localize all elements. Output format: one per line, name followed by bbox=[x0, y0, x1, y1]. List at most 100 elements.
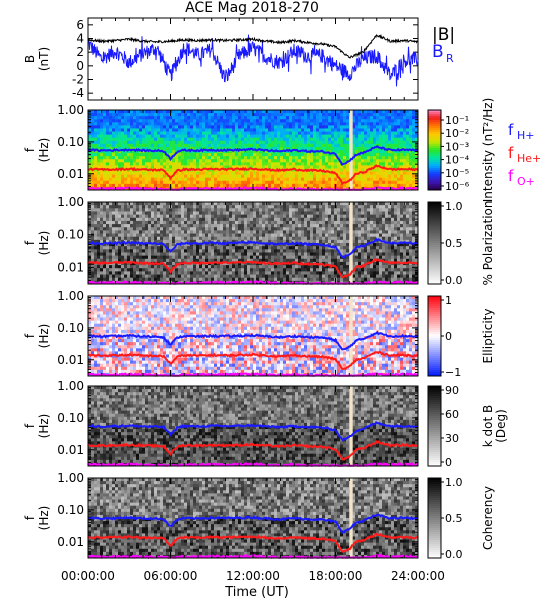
x-tick-0: 00:00:00 bbox=[61, 569, 115, 583]
legend-He-base: f bbox=[508, 144, 514, 162]
colorbar-tick-intensity-2: 10⁻³ bbox=[445, 140, 469, 153]
colorbar-intensity: 10⁻¹10⁻²10⁻³10⁻⁴10⁻⁵10⁻⁶ Intensity (nT²/H… bbox=[427, 98, 495, 203]
ytick-ellipticity-2: 0.01 bbox=[57, 353, 84, 367]
colorbar-label-coherency-0: Coherency bbox=[481, 486, 495, 550]
ylabel-magnetic-field-0: B bbox=[23, 55, 37, 63]
colorbar-tick-coherency-2: 0.0 bbox=[445, 548, 463, 561]
ytick-polarization-0: 1.00 bbox=[57, 195, 84, 209]
ylabel-intensity-1: (Hz) bbox=[37, 138, 51, 163]
colorbar-tick-k-dot-b-2: 30 bbox=[445, 432, 459, 445]
colorbar-label-intensity-0: Intensity (nT²/Hz) bbox=[481, 98, 495, 203]
ylabel-polarization-0: f bbox=[23, 240, 37, 245]
data-gap-intensity bbox=[349, 110, 353, 190]
colorbar-tick-ellipticity-0: 1 bbox=[445, 294, 452, 307]
b-ytick-2: 0 bbox=[76, 59, 84, 73]
colorbar-tick-polarization-0: 1.0 bbox=[445, 200, 463, 213]
colorbar-tick-intensity-4: 10⁻⁵ bbox=[445, 167, 469, 180]
ylabel-polarization-1: (Hz) bbox=[37, 231, 51, 256]
legend-He-sub: He+ bbox=[517, 152, 541, 165]
legend-b-r: B bbox=[432, 42, 444, 62]
curve-f-He-polarization bbox=[87, 257, 419, 279]
ylabel-ellipticity-1: (Hz) bbox=[37, 324, 51, 349]
data-gap-coherency bbox=[349, 478, 353, 558]
curve-f-He-coherency bbox=[87, 532, 419, 553]
colorbar-tick-k-dot-b-0: 90 bbox=[445, 384, 459, 397]
colorbar-tick-k-dot-b-3: 0 bbox=[445, 456, 452, 469]
colorbar-tick-coherency-1: 0.5 bbox=[445, 512, 463, 525]
legend-b-r-subscript: R bbox=[446, 52, 454, 65]
x-tick-3: 18:00:00 bbox=[309, 569, 363, 583]
colorbar-tick-ellipticity-2: −1 bbox=[445, 366, 461, 379]
ytick-k-dot-b-1: 0.10 bbox=[57, 411, 84, 425]
ytick-intensity-0: 1.00 bbox=[57, 103, 84, 117]
curve-f-He-k-dot-b bbox=[87, 439, 419, 461]
ytick-polarization-2: 0.01 bbox=[57, 260, 84, 274]
colorbar-tick-intensity-1: 10⁻² bbox=[445, 127, 469, 140]
ylabel-ellipticity-0: f bbox=[23, 333, 37, 338]
ytick-coherency-1: 0.10 bbox=[57, 503, 84, 517]
legend-b-total: |B| bbox=[432, 25, 455, 45]
panel-magnetic-field-frame bbox=[87, 17, 419, 101]
b-ytick-3: 2 bbox=[76, 45, 84, 59]
x-tick-4: 24:00:00 bbox=[391, 569, 445, 583]
colorbar-polarization: 1.0 0.5 0.0 % Polarization bbox=[427, 200, 495, 287]
b-ytick-0: -4 bbox=[72, 86, 84, 100]
ytick-intensity-1: 0.10 bbox=[57, 135, 84, 149]
figure-title: ACE Mag 2018-270 bbox=[185, 0, 319, 16]
x-tick-1: 06:00:00 bbox=[144, 569, 198, 583]
ytick-ellipticity-0: 1.00 bbox=[57, 289, 84, 303]
curve-f-He-intensity bbox=[88, 164, 419, 186]
ylabel-magnetic-field-1: (nT) bbox=[37, 47, 51, 71]
colorbar-coherency: 1.0 0.5 0.0 Coherency bbox=[427, 476, 495, 561]
ytick-k-dot-b-0: 1.00 bbox=[57, 379, 84, 393]
colorbar-tick-intensity-5: 10⁻⁶ bbox=[445, 180, 470, 193]
colorbar-tick-ellipticity-1: 0 bbox=[445, 330, 452, 343]
legend-O-sub: O+ bbox=[517, 175, 535, 188]
ytick-k-dot-b-2: 0.01 bbox=[57, 443, 84, 457]
data-gap-ellipticity bbox=[349, 296, 353, 376]
colorbar-ellipticity: 1 0 −1 Ellipticity bbox=[427, 294, 495, 379]
ytick-coherency-0: 1.00 bbox=[57, 471, 84, 485]
ytick-polarization-1: 0.10 bbox=[57, 228, 84, 242]
x-tick-2: 12:00:00 bbox=[226, 569, 280, 583]
data-gap-polarization bbox=[349, 202, 353, 284]
ylabel-k-dot-b-1: (Hz) bbox=[37, 414, 51, 439]
colorbar-tick-polarization-2: 0.0 bbox=[445, 274, 463, 287]
series-line-b-r bbox=[87, 34, 419, 87]
legend-O-base: f bbox=[508, 167, 514, 185]
legend-H-sub: H+ bbox=[517, 129, 535, 142]
time-axis-label: Time (UT) bbox=[224, 585, 289, 600]
curve-f-H-ellipticity bbox=[88, 330, 419, 351]
curve-f-H-intensity bbox=[87, 145, 419, 167]
colorbar-label-ellipticity-0: Ellipticity bbox=[481, 309, 495, 364]
curve-f-H-coherency bbox=[87, 513, 419, 534]
time-axis: Time (UT) 00:00:00 06:00:00 12:00:00 18:00:… bbox=[61, 569, 445, 600]
data-gap-k-dot-b bbox=[349, 386, 353, 466]
b-ytick-5: 6 bbox=[76, 18, 84, 32]
ytick-intensity-2: 0.01 bbox=[57, 167, 84, 181]
curve-f-H-k-dot-b bbox=[87, 421, 419, 443]
curve-f-H-polarization bbox=[87, 237, 419, 259]
ylabel-intensity-0: f bbox=[23, 147, 37, 152]
ylabel-coherency-1: (Hz) bbox=[37, 506, 51, 531]
legend-H-base: f bbox=[508, 121, 514, 139]
colorbar-k-dot-b: 90 60 30 0 k dot B (Deg) bbox=[427, 384, 508, 469]
series-line-b-total bbox=[87, 33, 419, 59]
colorbar-tick-intensity-3: 10⁻⁴ bbox=[445, 154, 470, 167]
b-ytick-1: -2 bbox=[72, 73, 84, 87]
heatmap-polarization bbox=[88, 202, 419, 285]
curve-f-He-ellipticity bbox=[87, 350, 419, 371]
colorbar-label-polarization-0: % Polarization bbox=[481, 201, 495, 286]
colorbar-tick-polarization-1: 0.5 bbox=[445, 237, 463, 250]
colorbar-tick-coherency-0: 1.0 bbox=[445, 476, 463, 489]
colorbar-label-k-dot-b-1: (Deg) bbox=[494, 409, 508, 443]
colorbar-tick-intensity-0: 10⁻¹ bbox=[445, 114, 469, 127]
colorbar-tick-k-dot-b-1: 60 bbox=[445, 408, 459, 421]
ytick-ellipticity-1: 0.10 bbox=[57, 321, 84, 335]
colorbar-label-k-dot-b-0: k dot B bbox=[481, 405, 495, 447]
ylabel-coherency-0: f bbox=[23, 515, 37, 520]
ytick-coherency-2: 0.01 bbox=[57, 535, 84, 549]
b-ytick-4: 4 bbox=[76, 32, 84, 46]
